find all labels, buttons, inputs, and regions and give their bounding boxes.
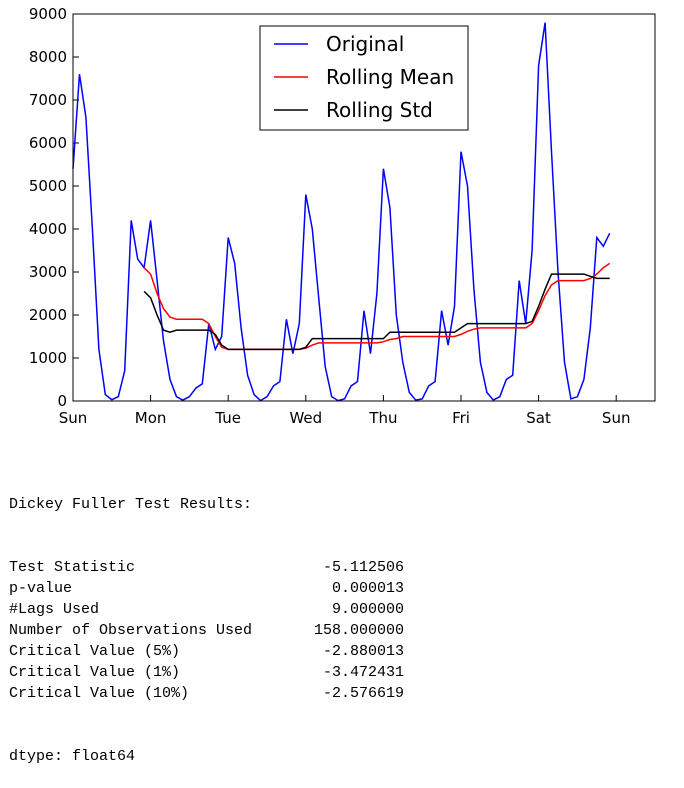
output-title: Dickey Fuller Test Results: bbox=[9, 496, 253, 513]
x-tick-label: Mon bbox=[135, 409, 167, 427]
legend-label: Original bbox=[326, 32, 404, 56]
row-label: Critical Value (10%) bbox=[9, 685, 190, 702]
x-tick-label: Wed bbox=[289, 409, 322, 427]
output-row: Critical Value (1%) -3.472431 bbox=[9, 662, 404, 683]
x-tick-label: Sun bbox=[59, 409, 88, 427]
output-rows: Test Statistic -5.112506 p-value 0.000013 #L… bbox=[9, 557, 404, 704]
row-value: -3.472431 bbox=[322, 664, 404, 681]
series-line bbox=[72, 22, 611, 402]
legend: Original Rolling Mean Rolling Std bbox=[259, 25, 469, 131]
row-value: 9.000000 bbox=[331, 601, 404, 618]
output-dtype: dtype: float64 bbox=[9, 748, 136, 765]
row-label: Number of Observations Used bbox=[9, 622, 253, 639]
y-tick-label: 4000 bbox=[29, 220, 67, 238]
test-output: Dickey Fuller Test Results: Test Statist… bbox=[9, 452, 404, 788]
output-row: Number of Observations Used 158.000000 bbox=[9, 620, 404, 641]
y-tick-label: 0 bbox=[57, 392, 67, 410]
row-label: p-value bbox=[9, 580, 73, 597]
y-tick-label: 6000 bbox=[29, 134, 67, 152]
plot-frame bbox=[72, 13, 656, 402]
y-tick-label: 8000 bbox=[29, 48, 67, 66]
legend-label: Rolling Std bbox=[326, 98, 433, 122]
row-value: 0.000013 bbox=[331, 580, 404, 597]
output-row: #Lags Used 9.000000 bbox=[9, 599, 404, 620]
y-tick-label: 3000 bbox=[29, 263, 67, 281]
page: 0 1000 2000 3000 4000 5000 6000 7000 8000 9000 Sun… bbox=[9, 5, 656, 765]
row-value: 158.000000 bbox=[313, 622, 404, 639]
row-label: #Lags Used bbox=[9, 601, 100, 618]
y-tick-label: 9000 bbox=[29, 5, 67, 23]
row-value: -5.112506 bbox=[322, 559, 404, 576]
x-tick-label: Sun bbox=[602, 409, 631, 427]
row-value: -2.576619 bbox=[322, 685, 404, 702]
chart: 0 1000 2000 3000 4000 5000 6000 7000 8000 9000 Sun… bbox=[29, 5, 656, 427]
series-line bbox=[143, 273, 610, 351]
y-tick-label: 7000 bbox=[29, 91, 67, 109]
row-label: Test Statistic bbox=[9, 559, 136, 576]
output-row: Critical Value (5%) -2.880013 bbox=[9, 641, 404, 662]
x-tick-label: Thu bbox=[368, 409, 397, 427]
x-tick-label: Fri bbox=[452, 409, 470, 427]
x-tick-label: Tue bbox=[214, 409, 241, 427]
row-label: Critical Value (5%) bbox=[9, 643, 181, 660]
output-row: Test Statistic -5.112506 bbox=[9, 557, 404, 578]
y-tick-label: 5000 bbox=[29, 177, 67, 195]
y-tick-label: 2000 bbox=[29, 306, 67, 324]
row-label: Critical Value (1%) bbox=[9, 664, 181, 681]
output-row: p-value 0.000013 bbox=[9, 578, 404, 599]
y-tick-label: 1000 bbox=[29, 349, 67, 367]
x-tick-label: Sat bbox=[526, 409, 551, 427]
legend-label: Rolling Mean bbox=[326, 65, 454, 89]
series-line bbox=[143, 262, 611, 351]
output-row: Critical Value (10%) -2.576619 bbox=[9, 683, 404, 704]
row-value: -2.880013 bbox=[322, 643, 404, 660]
